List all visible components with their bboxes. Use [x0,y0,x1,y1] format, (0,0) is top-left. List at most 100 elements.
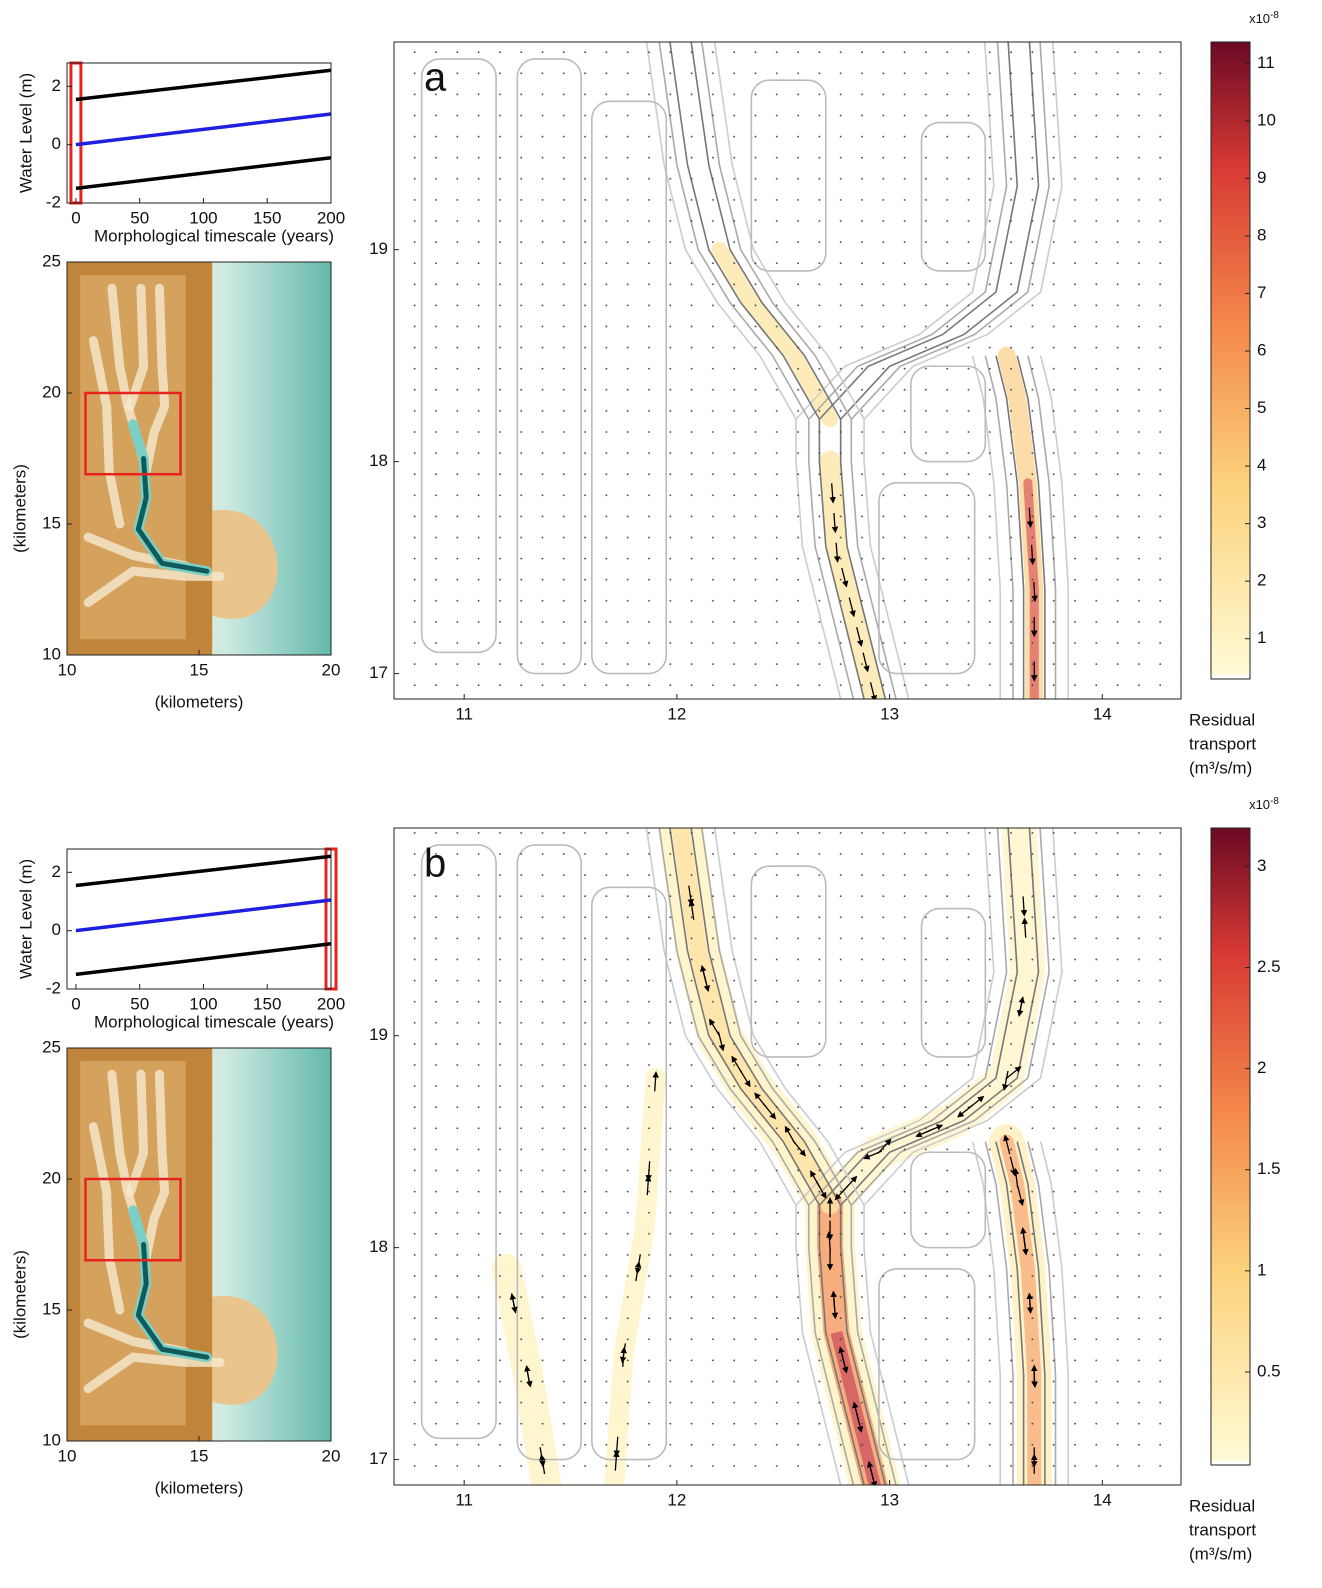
water-level-line [75,898,332,933]
time-marker [69,61,83,205]
plot-frame [66,62,332,204]
colorbar-frame [1210,41,1251,680]
x-tick-label: 14 [1093,1490,1112,1509]
y-tick-label: 17 [369,1449,388,1468]
transport-arrow [1026,507,1034,528]
transport-arrow [1017,800,1018,819]
channel-bank [83,566,225,608]
x-axis-label: Morphological timescale (years) [94,1012,334,1031]
x-tick-label: 100 [189,994,217,1013]
colorbar-tick-label: 1 [1257,1260,1266,1279]
velocity-grid [394,828,1181,1485]
x-axis-label: (kilometers) [155,692,244,711]
transport-arrow [645,1161,652,1182]
y-tick-label: 15 [42,513,61,532]
y-tick-label: 20 [42,382,61,401]
colorbar-label: transport [1189,734,1256,753]
water-level-line [75,112,332,147]
transport-arrow [1005,1066,1022,1080]
x-tick-label: 200 [317,994,345,1013]
inner-marsh [80,275,186,640]
colorbar-tick-label: 3 [1257,856,1266,875]
x-tick-label: 12 [667,1490,686,1509]
ebb-delta [212,1296,278,1405]
colorbar-tick-label: 6 [1257,340,1266,359]
transport-arrow [848,597,856,618]
channel-bank [88,1122,125,1315]
study-region [84,1177,182,1262]
transport-arrow [815,1180,827,1199]
transport-arrow [863,1150,883,1160]
transport-arrow [869,1468,878,1485]
transport-arrow [1016,996,1024,1017]
colorbar-label: Residual [1189,710,1255,729]
transport-arrow [1003,1134,1011,1155]
transport-arrow [856,627,864,647]
colorbar-multiplier: x10-8 [1249,10,1279,27]
transport-arrow [687,885,694,906]
colorbar-tick-label: 9 [1257,168,1266,187]
y-axis-label: Water Level (m) [16,859,35,979]
colorbar-tick-label: 1 [1257,628,1266,647]
colorbar-label: transport [1189,1520,1256,1539]
transport-arrow [831,1298,839,1320]
colorbar-tick-label: 7 [1257,283,1266,302]
colorbar-tick-label: 10 [1257,110,1276,129]
transport-arrow [856,1413,864,1433]
multiplier-exponent: -8 [1270,10,1279,21]
transport-arrow [652,1071,659,1092]
colorbar-tick-label: 3 [1257,513,1266,532]
water-level-line [75,68,332,102]
colorbar-tick-label: 2 [1257,571,1266,590]
x-tick-label: 20 [322,660,341,679]
transport-arrow [1031,581,1038,603]
y-tick-label: 10 [42,1430,61,1449]
x-tick-label: 50 [130,994,149,1013]
x-tick-label: 150 [253,994,281,1013]
transport-arrow [511,1293,518,1314]
colorbar-label: Residual [1189,1496,1255,1515]
plot-area [394,42,1181,699]
water-level-line [75,156,332,191]
transport-arrow [1020,896,1028,917]
channel-bank [141,283,170,477]
plot-area [394,797,1181,1485]
y-tick-label: 25 [42,1037,61,1056]
transport-arrow [1009,1156,1017,1177]
x-tick-label: 11 [455,704,473,723]
panel-label: b [424,842,446,886]
panel-label: a [424,56,447,100]
transport-arrow [717,1031,725,1052]
colorbar-bottom [1211,675,1250,679]
transport-arrow [676,797,679,816]
main-channel-deep [135,1242,210,1360]
colorbar-tick-label: 8 [1257,225,1266,244]
channel-bank [141,1069,170,1263]
water-level-line [75,942,332,977]
y-tick-label: 10 [42,644,61,663]
x-tick-label: 12 [667,704,686,723]
colorbar-multiplier: x10-8 [1249,796,1279,813]
transport-arrow [1002,1070,1009,1091]
transport-arrow [831,512,839,534]
transport-arrow [841,567,849,588]
colorbar-tick-label: 2 [1257,1058,1266,1077]
main-channel-deep [135,456,210,574]
y-tick-label: 19 [369,239,388,258]
y-tick-label: 25 [42,251,61,270]
y-tick-label: 18 [369,451,388,470]
colorbar-label: (m³/s/m) [1189,758,1252,777]
colorbar [1211,42,1250,675]
transport-arrow [1029,544,1036,566]
x-tick-label: 20 [322,1446,341,1465]
y-tick-label: 2 [52,76,61,95]
colorbar-frame [1210,827,1251,1466]
x-tick-label: 200 [317,208,345,227]
transport-arrow [862,652,870,673]
colorbar-tick-label: 2.5 [1257,957,1281,976]
x-tick-label: 14 [1093,704,1112,723]
x-tick-label: 15 [190,1446,209,1465]
transport-arrow [841,1353,849,1374]
transport-arrow [1022,1235,1029,1256]
